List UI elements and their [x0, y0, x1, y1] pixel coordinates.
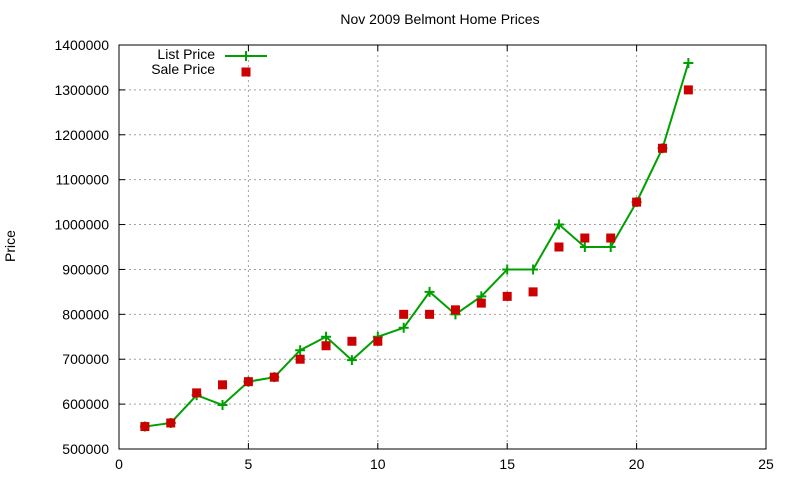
sale-price-point [554, 242, 564, 252]
sale-price-point [269, 372, 279, 382]
sale-price-point [606, 233, 616, 243]
list-price-point [579, 242, 590, 252]
sale-price-point [425, 309, 435, 319]
sale-price-point [140, 422, 150, 432]
legend-list-marker [241, 51, 251, 61]
list-price-point [398, 322, 409, 333]
list-price-point [605, 242, 616, 252]
sale-price-point [243, 377, 253, 387]
x-tick-label: 0 [115, 456, 123, 472]
sale-price-point [528, 287, 538, 297]
y-tick-label: 900000 [62, 261, 109, 277]
sale-price-point [632, 197, 642, 207]
list-price-point [295, 345, 306, 356]
y-tick-label: 1400000 [54, 37, 109, 53]
list-price-line [144, 62, 690, 428]
sale-price-point [502, 291, 512, 301]
list-price-point [321, 331, 332, 342]
y-tick-label: 1100000 [56, 172, 110, 188]
x-tick-label: 25 [758, 456, 774, 472]
y-tick-label: 700000 [62, 351, 109, 367]
sale-price-point [399, 309, 409, 319]
sale-price-point [166, 418, 176, 428]
legend-sale-marker [241, 67, 251, 77]
list-price-point [553, 219, 564, 230]
y-tick-label: 800000 [62, 306, 109, 322]
list-price-point [502, 264, 513, 275]
y-tick-label: 500000 [62, 441, 109, 457]
chart-title: Nov 2009 Belmont Home Prices [340, 11, 540, 27]
plot-frame [118, 44, 767, 450]
sale-price-point [373, 336, 383, 346]
sale-price-point [476, 298, 486, 308]
x-tick-label: 15 [499, 456, 515, 472]
y-tick-label: 1300000 [54, 82, 109, 98]
y-tick-label: 1200000 [54, 127, 109, 143]
x-tick-label: 10 [370, 456, 386, 472]
legend-item-sale-price: Sale Price [130, 62, 270, 77]
sale-price-point [192, 388, 202, 398]
list-price-point [217, 400, 228, 411]
sale-price-point [295, 354, 305, 364]
legend-label-list-price: List Price [157, 46, 215, 62]
sale-price-point [580, 233, 590, 243]
y-tick-label: 1000000 [54, 217, 109, 233]
sale-price-point [347, 336, 357, 346]
list-price-point [528, 264, 539, 275]
legend-label-sale-price: Sale Price [151, 61, 215, 77]
sale-price-point [321, 341, 331, 351]
list-price-point [683, 57, 694, 68]
y-tick-label: 600000 [62, 396, 109, 412]
legend-item-list-price: List Price [130, 47, 270, 62]
list-price-point [424, 286, 435, 297]
x-tick-label: 20 [629, 456, 645, 472]
sale-price-point [218, 380, 228, 390]
sale-price-point [683, 85, 693, 95]
x-tick-label: 5 [245, 456, 253, 472]
list-price-point [346, 355, 357, 366]
sale-price-point [450, 305, 460, 315]
legend: List Price Sale Price [130, 47, 270, 77]
sale-price-point [657, 143, 667, 153]
